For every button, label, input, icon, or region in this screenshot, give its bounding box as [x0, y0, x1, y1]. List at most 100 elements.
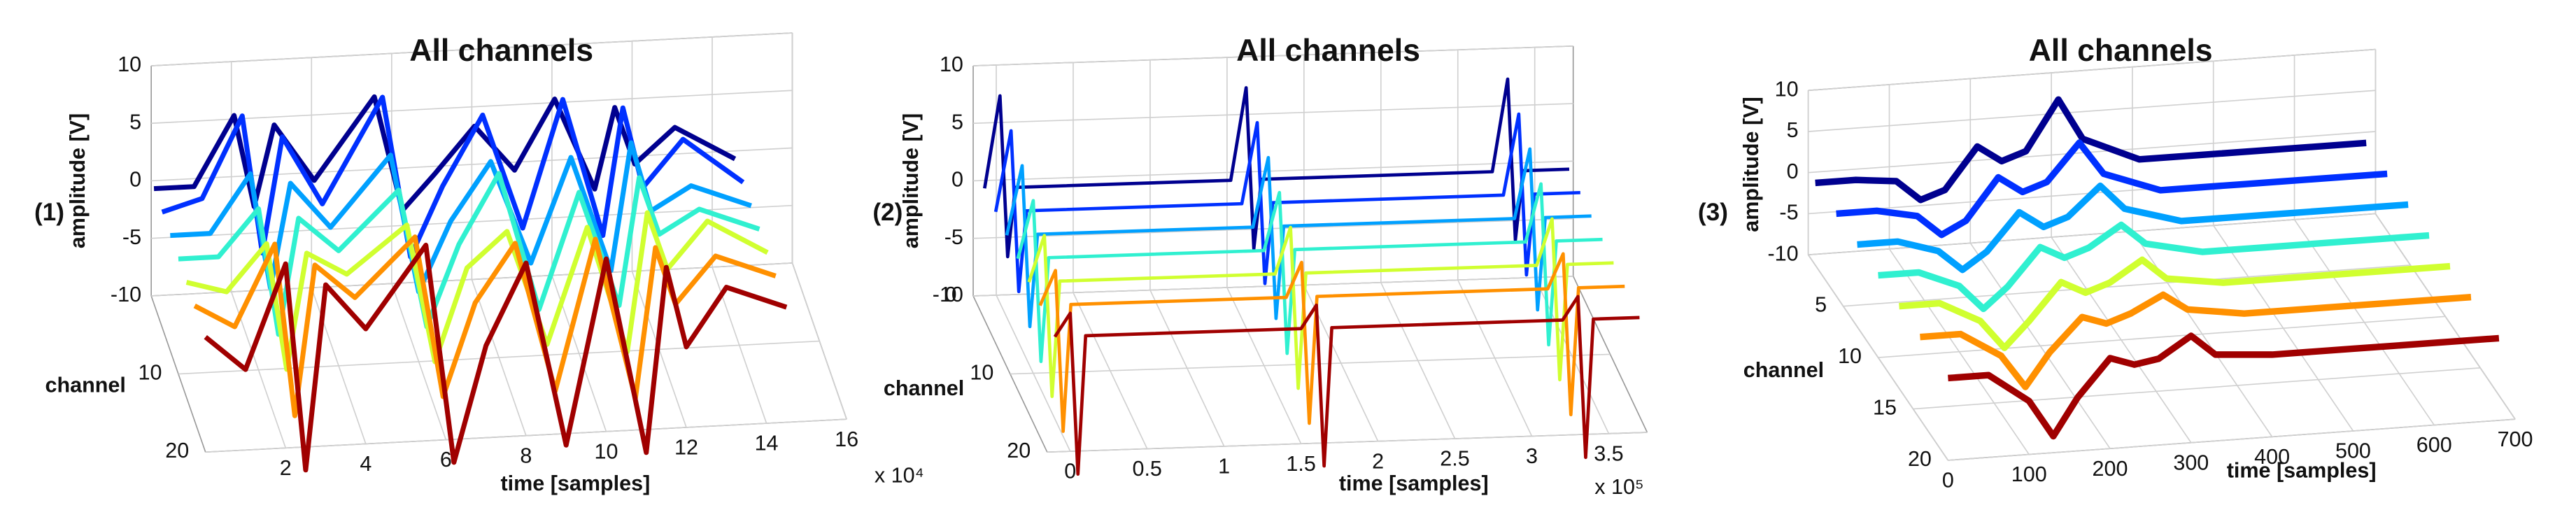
- y-tick-label: 10: [970, 361, 993, 385]
- y-axis-label: channel: [884, 376, 964, 400]
- x-tick-label: 400: [2254, 445, 2290, 469]
- grid-line: [1878, 316, 2446, 358]
- y-axis-label: channel: [45, 373, 125, 397]
- x-tick-label: 6: [440, 448, 452, 472]
- x-axis-label: time [samples]: [501, 472, 651, 495]
- x-tick-label: 4: [360, 452, 371, 476]
- grid-line: [178, 340, 820, 375]
- grid-line: [2375, 213, 2516, 420]
- z-tick-label: 5: [951, 110, 963, 134]
- y-tick-label: 10: [138, 361, 162, 385]
- x-tick-label: 14: [755, 432, 779, 455]
- grid-line: [973, 103, 1573, 125]
- channel-trace: [1053, 295, 1640, 476]
- grid-line: [1808, 213, 2376, 256]
- grid-line: [1010, 353, 1611, 375]
- y-tick-label: 0: [945, 283, 957, 306]
- x-tick-label: 0: [1064, 460, 1076, 483]
- x-tick-label: 0.5: [1132, 457, 1161, 481]
- channel-trace: [1899, 256, 2451, 351]
- z-tick-label: -5: [1779, 201, 1798, 225]
- z-tick-label: -10: [933, 283, 963, 306]
- panel-label: (1): [34, 199, 64, 226]
- channel-trace: [193, 234, 777, 418]
- x-tick-label: 300: [2173, 451, 2209, 474]
- x-tick-label: 0: [1942, 469, 1954, 493]
- z-axis-label: amplitude [V]: [1739, 97, 1763, 232]
- z-axis-label: amplitude [V]: [66, 113, 90, 248]
- z-tick-label: -10: [1767, 241, 1798, 265]
- channel-trace: [1920, 291, 2472, 390]
- x-tick-label: 16: [835, 427, 858, 451]
- z-tick-label: 10: [940, 52, 963, 76]
- x-tick-label: 2: [280, 456, 292, 480]
- grid-line: [205, 418, 847, 453]
- channel-trace: [178, 171, 760, 337]
- x-tick-label: 700: [2498, 427, 2533, 451]
- x-tick-label: 2.5: [1440, 447, 1469, 471]
- y-tick-label: 10: [1838, 344, 1862, 368]
- z-tick-label: -5: [122, 225, 141, 249]
- x-tick-label: 500: [2335, 439, 2371, 463]
- panel-label: (3): [1698, 199, 1728, 226]
- x-multiplier: x 10⁴: [875, 464, 924, 488]
- grid-line: [1047, 432, 1648, 453]
- z-tick-label: 0: [1787, 160, 1799, 183]
- channel-trace: [1857, 182, 2409, 274]
- channel-trace: [1005, 147, 1592, 329]
- chart-title: All channels: [409, 34, 593, 68]
- grid-line: [1913, 367, 2481, 410]
- x-tick-label: 12: [674, 436, 698, 460]
- channel-trace: [1878, 221, 2430, 313]
- x-tick-label: 2: [1372, 449, 1384, 473]
- channel-trace: [1016, 182, 1603, 364]
- channel-trace: [1948, 332, 2500, 440]
- grid-line: [1808, 48, 2376, 92]
- z-tick-label: 0: [129, 168, 141, 192]
- z-tick-label: 0: [951, 168, 963, 192]
- x-tick-label: 100: [2011, 462, 2047, 486]
- y-tick-label: 20: [1908, 447, 1932, 471]
- z-tick-label: 10: [1775, 77, 1799, 101]
- channel-trace: [982, 77, 1570, 259]
- channel-trace: [1027, 217, 1614, 398]
- grid-line: [1808, 90, 2376, 132]
- channel-trace: [1836, 139, 2388, 239]
- x-tick-label: 1.5: [1286, 452, 1315, 476]
- z-tick-label: 5: [129, 110, 141, 134]
- x-tick-label: 3: [1526, 444, 1538, 468]
- y-tick-label: 15: [1873, 396, 1897, 420]
- channel-trace: [1815, 96, 2367, 204]
- z-tick-label: -5: [944, 225, 963, 249]
- grid-line: [1948, 418, 2516, 461]
- grid-line: [1808, 131, 2376, 174]
- panel-label: (2): [872, 199, 903, 226]
- z-tick-label: -10: [111, 283, 141, 306]
- panel: 10 5 0 -5 -10 0 100 200 300 400 500 600 700 5 10 15 20 Al…: [1698, 34, 2533, 493]
- channel-trace: [1038, 252, 1625, 433]
- panel: 10 5 0 -5 -10 2 4 6 8 10 12 14 16 10 20 All channels (1)…: [34, 32, 924, 495]
- x-tick-label: 600: [2416, 433, 2452, 457]
- x-tick-label: 8: [520, 444, 532, 467]
- x-tick-label: 200: [2093, 457, 2128, 481]
- chart-title: All channels: [1236, 34, 1420, 68]
- x-axis-label: time [samples]: [2227, 458, 2377, 482]
- z-axis-label: amplitude [V]: [899, 113, 923, 248]
- channel-trace: [993, 112, 1580, 294]
- x-tick-label: 3.5: [1594, 441, 1623, 465]
- x-axis-label: time [samples]: [1339, 472, 1489, 495]
- x-multiplier: x 10⁵: [1594, 475, 1643, 499]
- y-axis-label: channel: [1743, 358, 1824, 382]
- channel-trace: [185, 210, 769, 372]
- z-tick-label: 10: [118, 52, 141, 76]
- y-tick-label: 20: [165, 439, 189, 462]
- chart-title: All channels: [2029, 34, 2213, 68]
- x-tick-label: 1: [1218, 454, 1230, 478]
- y-tick-label: 20: [1007, 439, 1031, 462]
- y-tick-label: 5: [1815, 293, 1827, 317]
- z-tick-label: 5: [1787, 118, 1799, 142]
- grid-line: [1843, 264, 2411, 307]
